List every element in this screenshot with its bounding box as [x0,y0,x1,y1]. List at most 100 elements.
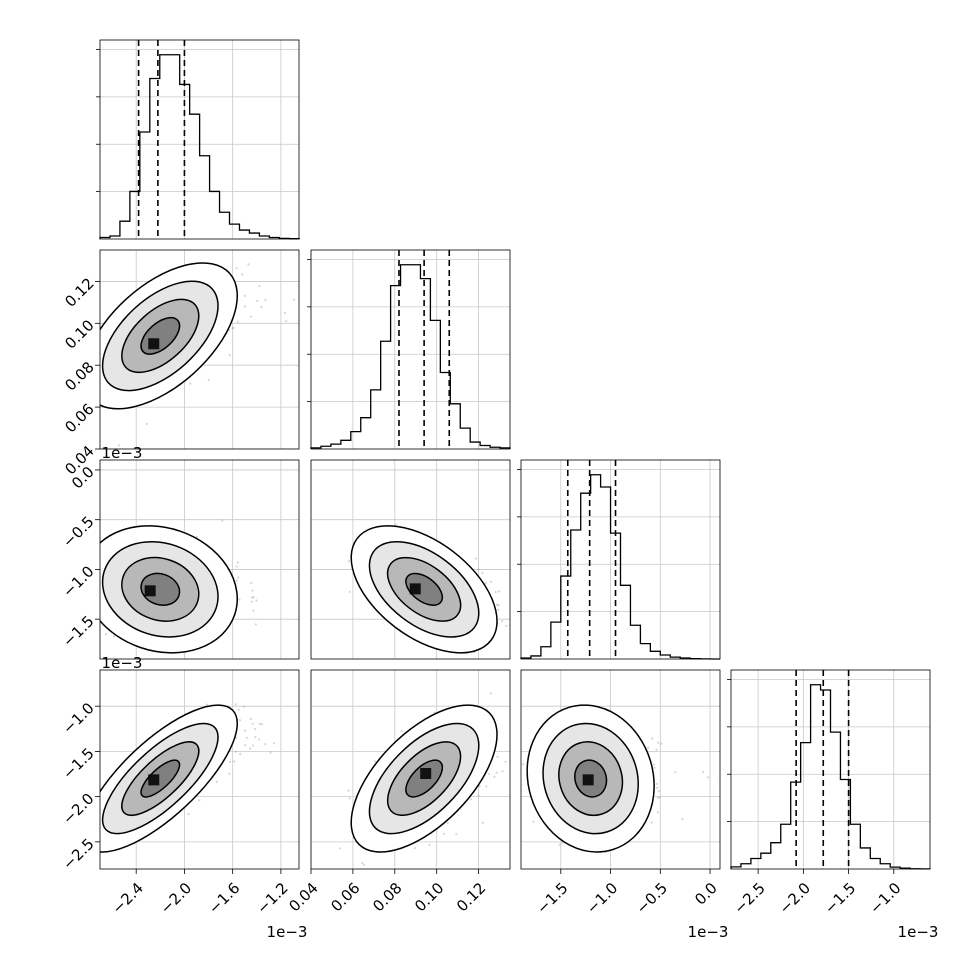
density-peak [144,585,156,597]
histogram-panel-3 [727,669,931,870]
density-fill [405,573,443,606]
scatter-point [373,760,377,763]
scatter-point [97,382,99,384]
scatter-point [660,742,663,745]
scatter-point [258,722,261,726]
scatter-point [681,818,684,821]
contour-line [121,556,200,622]
x-tick-label: −1.2 [253,879,291,917]
scatter-point [77,833,79,835]
density-peak [420,768,432,780]
scatter-point [236,320,240,323]
scatter-point [485,785,488,788]
scatter-point [247,263,250,266]
scatter-point [252,596,255,599]
panel-content [311,670,517,869]
contour-line [140,759,181,798]
panel-frame [99,249,300,450]
scatter-point [487,772,491,776]
scatter-point [95,584,97,586]
x-tick-label: −1.5 [533,879,571,917]
scatter-point [515,628,517,630]
scatter-point [112,635,116,638]
scatter-point [511,806,513,808]
scatter-point [92,832,94,834]
scatter-point [400,730,403,733]
contour-line [101,540,219,638]
scatter-point [252,609,255,612]
histogram-step [730,684,931,870]
scatter-point [243,294,246,297]
scatter-point [97,559,99,561]
scatter-point [97,591,99,593]
contour-line [100,525,238,654]
scatter-point [347,560,350,563]
scatter-point [255,599,258,602]
scatter-point [283,311,287,314]
scatter-point [651,737,654,740]
scatter-point [361,861,364,865]
scatter-point [235,565,238,568]
contour-line [121,298,200,374]
scatter-point [237,708,240,711]
scatter-point [501,620,504,623]
scatter-point [264,298,267,301]
density-fill [141,760,180,797]
scatter-point [655,782,659,786]
y-tick-label: −0.5 [59,513,97,551]
y-tick-label: −2.5 [59,835,97,873]
panel-background [311,250,510,449]
density-fill [141,573,180,606]
scatter-panel-0-3 [77,669,300,870]
scatter-point [187,812,190,816]
contour-line [121,741,200,817]
panel-frame [310,249,511,450]
scatter-point [235,579,238,582]
x-tick-label: −1.5 [821,879,859,917]
scatter-panel-0-2 [95,459,300,660]
scatter-point [394,523,397,527]
contour-line [526,704,655,853]
scatter-point [502,666,504,668]
panel-content [511,670,720,869]
contour-line [100,704,239,853]
x-tick-label: 0.06 [327,879,363,915]
scatter-point [285,320,288,323]
scatter-point [250,581,253,585]
contour-line [558,741,624,817]
scatter-point [484,582,487,585]
x-tick-label: −2.0 [776,879,814,917]
panel-frame [310,459,511,660]
x-offset-label: 1e−3 [898,923,939,941]
contour-line [368,722,480,835]
scatter-point [532,820,535,823]
scatter-point [239,752,242,756]
scatter-point [243,705,246,708]
scatter-point [234,750,238,753]
scatter-point [93,388,95,390]
scatter-point [515,750,517,752]
y-offset-label: 1e−3 [102,444,143,462]
scatter-point [251,744,255,747]
contour-line [405,759,444,798]
scatter-point [249,717,252,721]
scatter-point [235,267,238,270]
scatter-point [497,604,500,607]
contour-line [100,262,239,410]
x-tick-label: −0.5 [633,879,671,917]
scatter-point [514,607,516,609]
scatter-point [228,760,231,764]
scatter-point [86,817,88,819]
scatter-point [269,751,272,754]
scatter-point [205,703,209,706]
scatter-point [221,519,224,522]
panel-frame [99,669,300,870]
contour-line [386,556,462,622]
scatter-point [505,624,508,628]
scatter-point [498,590,501,593]
scatter-point [94,348,96,350]
scatter-point [251,596,254,599]
histogram-panel-2 [517,459,721,660]
scatter-point [477,794,480,797]
